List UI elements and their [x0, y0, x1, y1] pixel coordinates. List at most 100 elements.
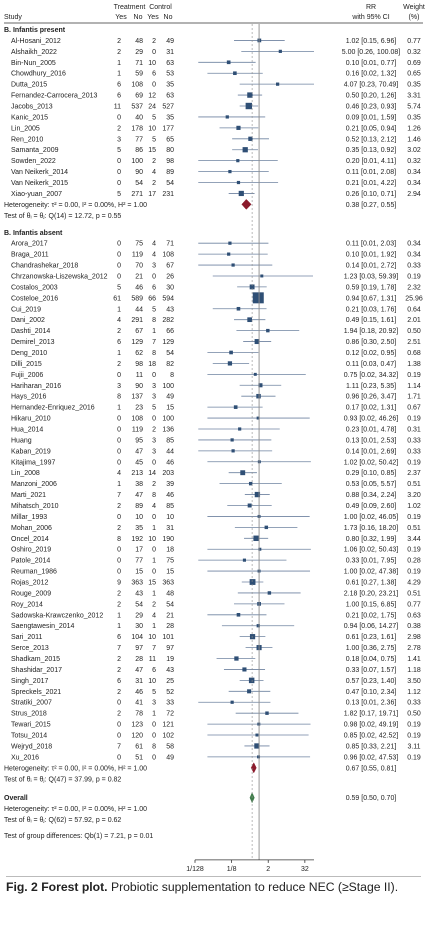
control-no: 8 [170, 372, 174, 379]
caption-divider [6, 876, 421, 877]
control-no: 108 [162, 252, 174, 259]
control-yes: 0 [152, 416, 156, 423]
study-name: Hua_2014 [11, 426, 43, 433]
treatment-no: 45 [135, 459, 143, 466]
header-control-yes: Yes [147, 14, 159, 21]
control-yes: 2 [152, 426, 156, 433]
study-name: Costalos_2003 [11, 284, 58, 291]
control-yes: 5 [152, 136, 156, 143]
overall-label: Overall [4, 795, 28, 802]
rr-ci-value: 1.00 [0.02, 46.05] [344, 514, 399, 521]
control-yes: 5 [152, 306, 156, 313]
rr-ci-value: 0.80 [0.32, 1.99] [346, 536, 397, 543]
study-name: Hariharan_2016 [11, 383, 61, 390]
treatment-no: 192 [131, 536, 143, 543]
treatment-no: 62 [135, 350, 143, 357]
study-marker [256, 393, 261, 399]
study-name: Rojas_2012 [11, 580, 48, 587]
treatment-yes: 0 [117, 733, 121, 740]
treatment-yes: 1 [117, 481, 121, 488]
study-name: Millar_1993 [11, 514, 47, 521]
weight-value: 1.14 [407, 383, 421, 390]
treatment-yes: 0 [117, 114, 121, 121]
control-yes: 0 [152, 273, 156, 280]
treatment-no: 75 [135, 241, 143, 248]
rr-ci-value: 0.46 [0.23, 0.93] [346, 104, 397, 111]
weight-value: 0.19 [407, 372, 421, 379]
treatment-yes: 5 [117, 147, 121, 154]
treatment-yes: 2 [117, 49, 121, 56]
treatment-no: 129 [131, 339, 143, 346]
weight-value: 2.51 [407, 339, 421, 346]
weight-value: 1.41 [407, 656, 421, 663]
treatment-yes: 0 [117, 169, 121, 176]
control-yes: 5 [152, 405, 156, 412]
study-marker [234, 656, 239, 661]
treatment-no: 28 [135, 656, 143, 663]
rr-ci-value: 0.61 [0.23, 1.61] [346, 634, 397, 641]
weight-value: 1.26 [407, 125, 421, 132]
treatment-no: 291 [131, 317, 143, 324]
rr-ci-value: 1.02 [0.15, 6.96] [346, 38, 397, 45]
control-yes: 4 [152, 503, 156, 510]
header-treatment-yes: Yes [115, 14, 127, 21]
control-no: 15 [166, 569, 174, 576]
overall-test-text: Test of θᵢ = θⱼ: Q(62) = 57.92, p = 0.62 [4, 817, 121, 824]
control-no: 89 [166, 169, 174, 176]
treatment-yes: 1 [117, 350, 121, 357]
control-yes: 0 [152, 733, 156, 740]
weight-value: 0.77 [407, 38, 421, 45]
treatment-yes: 2 [117, 503, 121, 510]
rr-ci-value: 0.21 [0.01, 4.22] [346, 180, 397, 187]
treatment-no: 54 [135, 601, 143, 608]
control-yes: 1 [152, 590, 156, 597]
treatment-yes: 0 [117, 273, 121, 280]
rr-ci-value: 0.11 [0.03, 0.47] [346, 361, 396, 368]
rr-ci-value: 0.13 [0.01, 2.53] [346, 437, 397, 444]
header-treatment-no: No [134, 14, 143, 21]
rr-ci-value: 0.26 [0.10, 0.71] [346, 191, 397, 198]
control-yes: 5 [152, 114, 156, 121]
control-yes: 0 [152, 82, 156, 89]
treatment-yes: 0 [117, 241, 121, 248]
treatment-no: 104 [131, 634, 143, 641]
study-name: Bin-Nun_2005 [11, 60, 56, 67]
subgroup-label: B. Infantis absent [4, 230, 63, 237]
control-no: 594 [162, 295, 174, 302]
study-marker [247, 92, 253, 98]
figure-label: Fig. 2 [6, 880, 38, 894]
control-no: 58 [166, 743, 174, 750]
study-name: Mohan_2006 [11, 525, 52, 532]
study-name: Sowden_2022 [11, 158, 56, 165]
treatment-yes: 2 [117, 125, 121, 132]
control-yes: 10 [148, 536, 156, 543]
study-name: Xiao-yuan_2007 [11, 191, 62, 198]
rr-ci-value: 0.21 [0.03, 1.76] [346, 306, 397, 313]
study-marker [248, 481, 253, 486]
rr-ci-value: 1.00 [0.02, 47.38] [344, 569, 399, 576]
rr-ci-value: 0.57 [0.23, 1.40] [346, 678, 397, 685]
study-marker [249, 634, 256, 640]
weight-value: 0.32 [407, 49, 421, 56]
treatment-yes: 6 [117, 93, 121, 100]
study-marker [225, 115, 229, 119]
treatment-yes: 8 [117, 394, 121, 401]
treatment-no: 70 [135, 263, 143, 270]
weight-value: 0.33 [407, 700, 421, 707]
study-marker [248, 677, 255, 684]
rr-ci-value: 0.10 [0.01, 0.77] [346, 60, 397, 67]
control-no: 46 [166, 492, 174, 499]
treatment-yes: 7 [117, 492, 121, 499]
rr-ci-value: 0.50 [0.20, 1.26] [346, 93, 397, 100]
treatment-no: 10 [135, 514, 143, 521]
control-yes: 8 [152, 492, 156, 499]
study-name: Braga_2011 [11, 252, 49, 259]
control-yes: 8 [152, 350, 156, 357]
treatment-yes: 0 [117, 426, 121, 433]
header-control-no: No [164, 14, 173, 21]
rr-ci-value: 1.94 [0.18, 20.92] [344, 328, 399, 335]
header-weight-unit: (%) [409, 14, 420, 21]
treatment-yes: 0 [117, 416, 121, 423]
control-no: 31 [166, 49, 174, 56]
control-no: 54 [166, 180, 174, 187]
